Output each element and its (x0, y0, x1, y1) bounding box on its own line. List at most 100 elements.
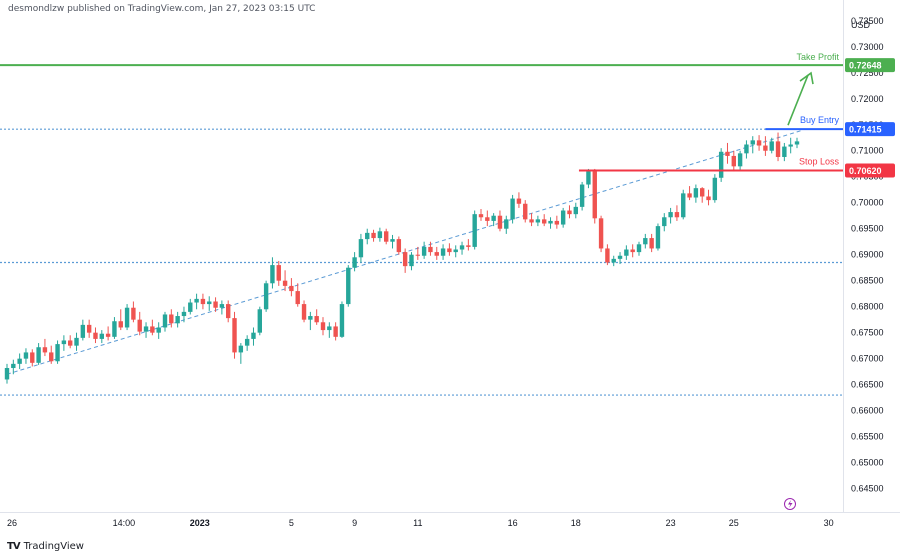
candle (402, 248, 408, 273)
candle-body (756, 140, 762, 146)
candle (80, 319, 86, 341)
candle (649, 233, 654, 253)
time-tick-label: 14:00 (113, 518, 136, 528)
candle-body (782, 146, 787, 157)
take-profit-badge: 0.72648 (845, 58, 895, 73)
candle (244, 335, 250, 351)
candle (131, 301, 136, 323)
candle-body (687, 193, 692, 198)
candle-body (175, 316, 180, 324)
candle-body (510, 198, 515, 220)
candle-body (447, 248, 452, 253)
candle-body (55, 344, 60, 362)
time-tick-label: 25 (729, 518, 739, 528)
candle-body (137, 319, 142, 332)
candle-body (440, 248, 446, 256)
price-tick-label: 0.66000 (851, 406, 884, 416)
candle-body (567, 210, 572, 215)
candle (624, 245, 629, 260)
candle (352, 252, 357, 272)
candle (472, 210, 477, 250)
price-tick-label: 0.66500 (851, 380, 884, 390)
candle-body (390, 239, 395, 242)
candle-body (295, 291, 300, 305)
time-tick-label: 2023 (190, 518, 210, 528)
price-tick-label: 0.73000 (851, 42, 884, 52)
candle (226, 300, 231, 323)
candle-body (244, 338, 250, 346)
candle (257, 306, 262, 336)
candle-body (181, 311, 187, 317)
candle (586, 168, 591, 189)
candle-body (308, 316, 313, 320)
candle-body (238, 345, 244, 353)
candle (630, 244, 635, 258)
tradingview-mark-icon: TV (7, 540, 21, 552)
candle-body (226, 304, 231, 319)
candle-body (693, 188, 699, 198)
candle (718, 148, 724, 182)
candle (314, 309, 319, 325)
candle-body (592, 171, 597, 219)
candle (36, 343, 41, 365)
buy-entry-badge: 0.71415 (845, 122, 895, 137)
price-tick-label: 0.69000 (851, 250, 884, 260)
candle-body (251, 332, 256, 339)
candle-body (49, 352, 54, 362)
candle-body (339, 304, 345, 337)
candle (143, 322, 149, 338)
time-axis[interactable]: 26 14:00 2023 5 9 11 16 18 23 25 30 (7, 518, 834, 528)
candle (573, 202, 578, 219)
candle (270, 257, 275, 289)
candle-body (333, 326, 338, 337)
candle-body (485, 217, 490, 221)
candle-body (365, 232, 370, 240)
candle (592, 168, 597, 224)
candle-body (598, 218, 604, 249)
candle-body (4, 368, 10, 380)
candle-body (93, 332, 98, 339)
candle (636, 241, 642, 256)
candle (124, 304, 130, 331)
candle (744, 140, 749, 159)
candle-body (478, 214, 484, 218)
candle (491, 213, 496, 227)
candle-body (61, 340, 67, 345)
candle (434, 246, 439, 260)
candle (232, 311, 237, 359)
candle-body (327, 326, 332, 331)
candle-body (257, 309, 262, 333)
candle (333, 322, 338, 341)
candle-body (554, 220, 560, 225)
candle-body (263, 283, 269, 310)
candle (346, 265, 351, 307)
candle-body (124, 307, 130, 328)
candle (194, 293, 199, 310)
candle (358, 233, 364, 263)
tradingview-logo[interactable]: TV TradingView (7, 539, 84, 553)
candle-body (162, 314, 168, 328)
candle (169, 309, 174, 328)
candle (674, 205, 680, 221)
currency-label: USD (851, 20, 871, 30)
candle (668, 207, 673, 224)
candle (535, 215, 541, 227)
candle (327, 322, 332, 338)
candle (137, 311, 142, 336)
projection-arrow-head (799, 71, 814, 85)
candle-body (560, 210, 566, 225)
price-badge-text: 0.71415 (849, 125, 882, 135)
price-axis[interactable]: 0.735000.730000.725000.720000.715000.710… (845, 16, 895, 494)
candle (542, 214, 547, 227)
publish-caption: desmondlzw published on TradingView.com,… (8, 4, 316, 14)
candlesticks (4, 132, 800, 384)
candle (295, 283, 300, 307)
candle-body (402, 252, 408, 267)
candle-body (42, 347, 48, 353)
candle (643, 233, 648, 249)
candle-body (289, 285, 294, 292)
candle (74, 332, 79, 351)
candle (301, 300, 307, 323)
lightning-icon[interactable] (784, 498, 796, 510)
